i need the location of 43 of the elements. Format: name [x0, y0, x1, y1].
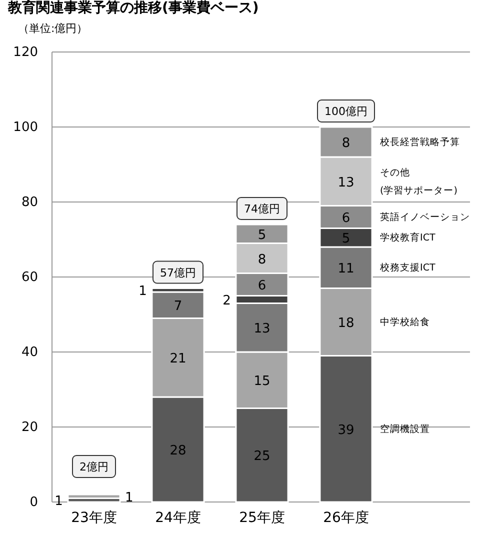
x-tick-label: 24年度 — [155, 510, 201, 526]
x-tick-label: 25年度 — [239, 510, 285, 526]
data-label: 15 — [254, 374, 270, 390]
data-label: 28 — [170, 444, 186, 458]
y-tick-label: 0 — [30, 495, 38, 510]
data-label: 39 — [338, 422, 354, 438]
data-label: 21 — [170, 352, 186, 367]
data-label: 11 — [338, 262, 354, 277]
x-tick-label: 26年度 — [323, 510, 369, 526]
series-label: 校長経営戦略予算 — [379, 136, 460, 148]
series-label: 校務支援ICT — [379, 262, 436, 274]
data-label: 18 — [338, 316, 354, 331]
series-label: その他 (学習サポーター) — [380, 166, 458, 196]
series-label: 学校教育ICT — [380, 232, 436, 244]
data-label: 2 — [222, 294, 231, 308]
y-tick-label: 100 — [13, 120, 38, 136]
data-label: 8 — [342, 136, 350, 151]
data-label: 5 — [342, 232, 350, 247]
total-label: 57億円 — [160, 266, 196, 280]
data-label: 25 — [254, 449, 270, 464]
y-tick-label: 120 — [13, 45, 38, 60]
x-tick-label: 23年度 — [71, 510, 117, 526]
data-label: 6 — [342, 211, 350, 226]
data-label: 1 — [125, 490, 134, 506]
y-tick-label: 60 — [21, 270, 38, 286]
series-label: 英語イノベーション — [380, 211, 470, 223]
data-label: 1 — [54, 494, 63, 510]
total-label: 2億円 — [80, 460, 108, 474]
total-label: 74億円 — [244, 202, 280, 216]
y-tick-label: 40 — [21, 345, 38, 360]
y-axis-title: （単位:億円） — [18, 22, 88, 35]
data-label: 13 — [254, 322, 270, 337]
series-label: 空調機設置 — [380, 422, 430, 435]
data-label: 13 — [338, 175, 354, 190]
data-label: 7 — [174, 299, 182, 314]
data-label: 5 — [258, 228, 266, 243]
y-tick-label: 80 — [21, 195, 38, 210]
data-label: 6 — [258, 278, 266, 294]
total-label: 100億円 — [324, 105, 368, 118]
series-label: 中学校給食 — [380, 316, 430, 328]
data-label: 1 — [138, 284, 147, 300]
y-tick-label: 20 — [21, 420, 38, 436]
data-label: 8 — [258, 252, 266, 268]
